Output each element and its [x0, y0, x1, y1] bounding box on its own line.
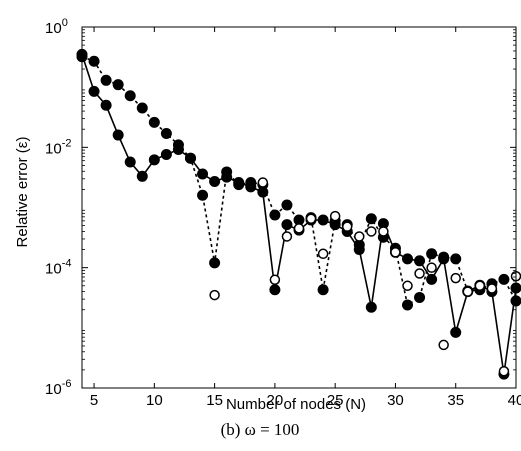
x-tick-label: 10	[146, 392, 163, 409]
series-1-point	[354, 244, 365, 255]
y-axis-label: Relative error (ε)	[14, 137, 31, 248]
series-0-point	[209, 257, 220, 268]
series-2-point	[487, 284, 496, 293]
series-0-point	[318, 284, 329, 295]
series-2-point	[475, 281, 484, 290]
series-2-point	[355, 232, 364, 241]
series-0-point	[113, 79, 124, 90]
series-0-point	[414, 292, 425, 303]
series-0-point	[89, 56, 100, 67]
series-1-point	[269, 284, 280, 295]
series-2-point	[499, 367, 508, 376]
x-tick-label: 35	[447, 392, 464, 409]
x-tick-label: 30	[387, 392, 404, 409]
series-1-point	[257, 187, 268, 198]
series-2-point	[391, 248, 400, 257]
x-tick-label: 40	[508, 392, 521, 409]
x-axis-label: Number of nodes (N)	[226, 396, 366, 413]
series-1-point	[173, 144, 184, 155]
series-2-point	[427, 263, 436, 272]
series-0-line	[82, 57, 516, 305]
series-2-point	[403, 281, 412, 290]
series-1-point	[125, 157, 136, 168]
series-0-point	[269, 210, 280, 221]
series-2-point	[463, 287, 472, 296]
series-1-point	[414, 255, 425, 266]
series-1-point	[197, 169, 208, 180]
series-1-point	[185, 153, 196, 164]
series-0-point	[101, 75, 112, 86]
series-0-point	[137, 103, 148, 114]
series-2-point	[451, 274, 460, 283]
series-1-point	[245, 181, 256, 192]
series-0-point	[426, 248, 437, 259]
series-0-point	[366, 213, 377, 224]
y-tick-label: 10-2	[45, 137, 71, 157]
series-0-point	[450, 253, 461, 264]
series-1-line	[82, 54, 516, 374]
series-1-point	[450, 327, 461, 338]
series-1-point	[137, 171, 148, 182]
plot-area	[77, 49, 521, 380]
figure-caption: (b) ω = 100	[221, 420, 300, 439]
series-1-point	[113, 130, 124, 141]
series-1-point	[101, 100, 112, 111]
series-2-point	[415, 269, 424, 278]
series-2-point	[343, 222, 352, 231]
series-0-point	[149, 117, 160, 128]
series-0-point	[197, 190, 208, 201]
series-2-point	[270, 275, 279, 284]
x-tick-label: 15	[206, 392, 223, 409]
series-2-point	[210, 291, 219, 300]
series-0-point	[498, 274, 509, 285]
series-2-point	[379, 227, 388, 236]
series-0-point	[281, 200, 292, 211]
series-1-point	[149, 154, 160, 165]
x-tick-label: 5	[90, 392, 98, 409]
series-1-point	[209, 176, 220, 187]
series-0-point	[125, 90, 136, 101]
series-2-point	[439, 340, 448, 349]
y-tick-label: 10-6	[45, 378, 71, 398]
series-1-point	[318, 214, 329, 225]
series-1-point	[402, 253, 413, 264]
series-2-point	[367, 227, 376, 236]
series-1-point	[366, 302, 377, 313]
series-2-point	[307, 214, 316, 223]
series-1-point	[281, 219, 292, 230]
series-2-point	[295, 224, 304, 233]
series-1-point	[426, 274, 437, 285]
series-2-point	[319, 249, 328, 258]
series-1-point	[161, 149, 172, 160]
series-2-point	[331, 212, 340, 221]
series-0-point	[402, 299, 413, 310]
y-tick-label: 100	[45, 17, 68, 37]
series-1-point	[233, 177, 244, 188]
series-1-point	[221, 172, 232, 183]
series-1-point	[438, 253, 449, 264]
series-2-point	[258, 178, 267, 187]
series-1-point	[89, 86, 100, 97]
series-2-point	[282, 232, 291, 241]
y-tick-label: 10-4	[45, 258, 71, 278]
series-0-point	[161, 128, 172, 139]
